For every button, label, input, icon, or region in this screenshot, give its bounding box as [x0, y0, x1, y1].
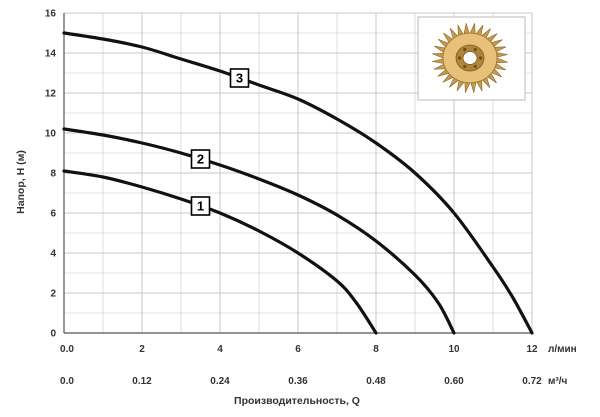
- x-tick-label-lpm: 4: [217, 344, 223, 355]
- impeller-photo: [417, 16, 526, 101]
- x-tick-label-m3h: 0.36: [288, 376, 308, 387]
- impeller-icon: [432, 23, 508, 93]
- y-tick-label: 12: [45, 89, 57, 100]
- curve-3: [62, 31, 534, 335]
- x-tick-label-lpm: 10: [448, 344, 460, 355]
- y-tick-label: 16: [45, 9, 57, 20]
- impeller-bore: [462, 51, 478, 65]
- curve-label-box-2: 2: [190, 149, 211, 169]
- x-tick-label-lpm: 6: [295, 344, 301, 355]
- curve-label-box-1: 1: [190, 196, 211, 216]
- y-tick-label: 6: [50, 209, 56, 220]
- curve-label-2: 2: [197, 152, 204, 167]
- curve-2: [62, 127, 456, 335]
- curve-labels: 1 2 3: [190, 68, 250, 216]
- y-tick-label: 8: [50, 169, 56, 180]
- x-tick-label-m3h: 0.0: [60, 376, 74, 387]
- x-tick-label-m3h: 0.48: [366, 376, 386, 387]
- x-tick-label-m3h: 0.72: [522, 376, 542, 387]
- impeller-hole: [473, 64, 477, 69]
- x-axis-ticks-lpm: 0.0 2 4 6 8 10 12: [60, 344, 538, 355]
- y-tick-label: 4: [50, 249, 56, 260]
- curve-label-1: 1: [197, 199, 204, 214]
- y-axis-ticks: 0 2 4 6 8 10 12 14 16: [45, 9, 57, 340]
- x-tick-label-lpm: 0.0: [60, 344, 74, 355]
- x-unit-lpm: л/мин: [548, 344, 577, 355]
- x-tick-label-m3h: 0.24: [210, 376, 230, 387]
- x-tick-label-m3h: 0.60: [444, 376, 464, 387]
- curves: [62, 31, 534, 335]
- x-axis-ticks-m3h: 0.0 0.12 0.24 0.36 0.48 0.60 0.72: [60, 376, 542, 387]
- x-tick-label-lpm: 12: [526, 344, 538, 355]
- impeller-hole: [478, 56, 483, 60]
- curve-label-3: 3: [236, 71, 243, 86]
- x-unit-m3h: м³/ч: [548, 376, 568, 387]
- y-tick-label: 0: [50, 329, 56, 340]
- x-axis-title: Производительность, Q: [234, 395, 360, 407]
- x-tick-label-lpm: 2: [139, 344, 145, 355]
- impeller-hole: [463, 47, 467, 52]
- y-tick-label: 2: [50, 289, 56, 300]
- y-axis-title: Напор, H (м): [15, 150, 27, 214]
- impeller-hole: [473, 47, 477, 52]
- impeller-hole: [457, 56, 462, 60]
- curve-label-box-3: 3: [229, 68, 250, 88]
- y-tick-label: 10: [45, 129, 57, 140]
- y-tick-label: 14: [45, 49, 57, 60]
- x-tick-label-m3h: 0.12: [132, 376, 152, 387]
- impeller-hole: [463, 64, 467, 69]
- x-tick-label-lpm: 8: [373, 344, 379, 355]
- curve-1: [62, 169, 378, 335]
